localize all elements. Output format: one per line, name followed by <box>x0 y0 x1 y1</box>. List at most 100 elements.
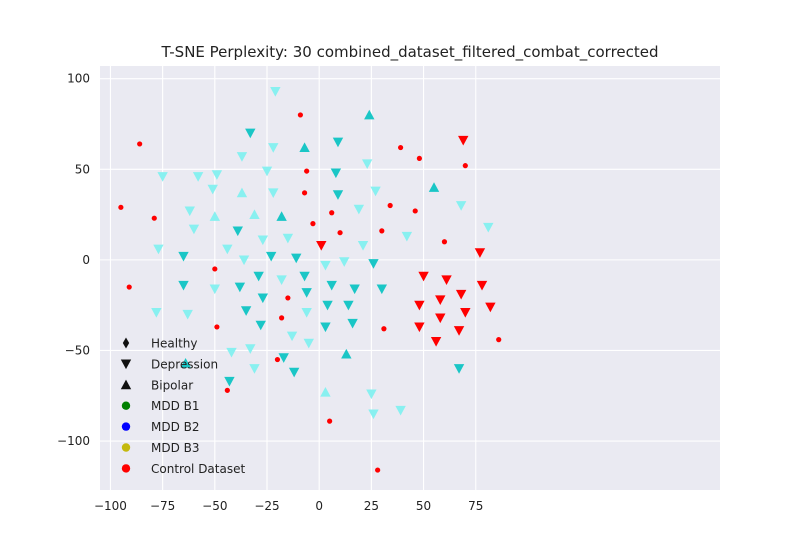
legend-label: MDD B1 <box>151 399 200 413</box>
point-red-dots <box>329 210 335 216</box>
point-light-cyan-triangle-down <box>368 409 379 420</box>
point-dark-cyan-triangle-down <box>178 251 189 262</box>
point-light-cyan-triangle-up <box>249 209 260 220</box>
point-light-cyan-triangle-down <box>301 308 312 318</box>
point-red-dots <box>297 112 304 118</box>
legend-marker <box>121 443 131 452</box>
point-light-cyan-triangle-down <box>236 152 248 162</box>
point-light-cyan-triangle-down <box>357 240 369 251</box>
point-light-cyan-triangle-down <box>226 347 237 358</box>
point-dark-cyan-triangle-down <box>453 364 465 374</box>
point-dark-cyan-triangle-down <box>255 320 266 331</box>
point-red-triangle-down <box>414 300 425 311</box>
point-light-cyan-triangle-down <box>268 143 279 153</box>
x-tick-label: 50 <box>416 499 431 513</box>
grid <box>100 66 720 490</box>
point-light-cyan-triangle-down <box>370 186 381 197</box>
point-red-dots <box>416 155 422 162</box>
point-dark-cyan-triangle-down <box>257 293 269 304</box>
x-tick-label: 0 <box>315 499 323 513</box>
y-tick-label: −100 <box>57 434 90 448</box>
legend-label: Healthy <box>151 337 198 351</box>
chart-title: T-SNE Perplexity: 30 combined_dataset_fi… <box>160 43 658 62</box>
point-light-cyan-triangle-down <box>238 255 250 266</box>
point-dark-cyan-triangle-down <box>376 284 388 295</box>
point-light-cyan-triangle-down <box>483 222 494 233</box>
point-light-cyan-triangle-down <box>153 244 164 255</box>
point-red-dots <box>310 221 316 227</box>
point-red-dots <box>412 208 418 214</box>
point-red-triangle-down <box>316 240 327 251</box>
point-red-triangle-down <box>460 308 471 318</box>
x-tick-label: 25 <box>364 499 379 513</box>
legend-marker <box>120 359 132 370</box>
point-light-cyan-triangle-down <box>249 364 260 374</box>
point-red-dots <box>379 228 385 234</box>
point-light-cyan-triangle-down <box>455 201 467 211</box>
point-red-dots <box>126 284 132 290</box>
point-light-cyan-triangle-down <box>362 159 373 170</box>
point-light-cyan-triangle-down <box>211 170 223 180</box>
point-red-dots <box>224 387 230 393</box>
point-dark-cyan-triangle-down <box>343 300 354 311</box>
point-light-cyan-triangle-up <box>320 386 331 397</box>
point-red-triangle-down <box>435 313 446 324</box>
point-light-cyan-triangle-down <box>222 244 233 255</box>
point-red-dots <box>274 356 281 363</box>
plot-area <box>100 66 720 490</box>
point-red-dots <box>375 467 381 473</box>
y-axis-ticks: −100 −50 0 50 100 <box>57 72 90 448</box>
point-dark-cyan-triangle-down <box>178 280 189 291</box>
series-light-cyan-triangle-down <box>151 86 494 420</box>
point-light-cyan-triangle-down <box>395 405 406 416</box>
x-tick-label: −50 <box>202 499 227 513</box>
x-tick-label: 75 <box>468 499 483 513</box>
point-red-triangle-down <box>474 248 486 258</box>
legend-item: MDD B2 <box>121 420 200 434</box>
legend-item: Bipolar <box>120 378 193 392</box>
point-dark-cyan-triangle-up <box>299 142 310 152</box>
legend-marker <box>121 464 131 473</box>
x-tick-label: −25 <box>254 499 279 513</box>
point-light-cyan-triangle-down <box>192 172 204 182</box>
point-dark-cyan-triangle-up <box>364 109 375 120</box>
point-red-dots <box>212 266 218 272</box>
point-light-cyan-triangle-down <box>184 206 195 217</box>
point-red-dots <box>137 141 143 147</box>
point-light-cyan-triangle-down <box>353 204 365 215</box>
x-axis-ticks: −100 −75 −50 −25 0 25 50 75 <box>94 499 483 513</box>
series-light-cyan-triangle-up <box>209 187 331 397</box>
point-dark-cyan-triangle-up <box>180 357 191 368</box>
point-dark-cyan-triangle-down <box>253 271 264 282</box>
point-light-cyan-triangle-down <box>151 308 162 318</box>
point-light-cyan-triangle-down <box>366 389 377 400</box>
point-dark-cyan-triangle-down <box>332 190 344 200</box>
point-light-cyan-triangle-down <box>261 166 273 177</box>
point-red-triangle-down <box>418 271 429 282</box>
point-light-cyan-triangle-down <box>339 257 350 267</box>
point-dark-cyan-triangle-down <box>288 367 300 378</box>
legend-marker <box>121 422 131 431</box>
point-red-triangle-down <box>458 135 469 146</box>
legend-marker <box>121 401 131 410</box>
point-dark-cyan-triangle-down <box>349 284 360 295</box>
point-dark-cyan-triangle-down <box>245 128 256 139</box>
y-tick-label: 100 <box>67 72 90 86</box>
point-light-cyan-triangle-down <box>401 231 413 242</box>
point-red-dots <box>304 168 310 174</box>
point-dark-cyan-triangle-down <box>368 259 379 269</box>
point-light-cyan-triangle-down <box>207 184 218 195</box>
legend-label: Bipolar <box>151 378 193 392</box>
point-red-triangle-down <box>435 295 446 305</box>
x-tick-label: −75 <box>150 499 175 513</box>
point-red-triangle-down <box>430 336 442 347</box>
point-light-cyan-triangle-down <box>320 260 331 271</box>
point-light-cyan-triangle-up <box>236 187 248 198</box>
legend-item: Healthy <box>122 337 198 351</box>
point-red-dots <box>441 239 448 245</box>
point-dark-cyan-triangle-down <box>299 271 310 282</box>
point-light-cyan-triangle-down <box>182 309 193 320</box>
point-red-triangle-down <box>455 289 467 300</box>
point-dark-cyan-triangle-up <box>428 182 440 192</box>
